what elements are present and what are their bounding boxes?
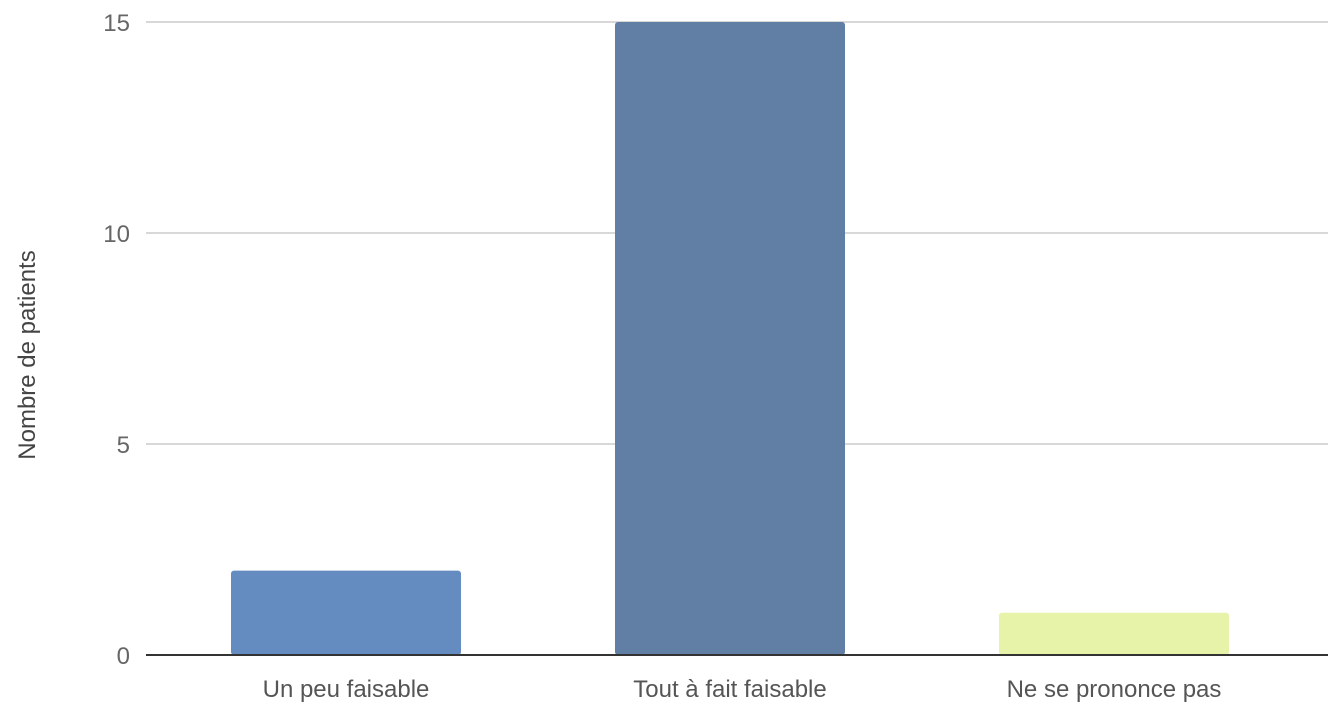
x-category-label-3: Ne se prononce pas bbox=[1007, 676, 1222, 703]
y-tick-label-0: 0 bbox=[117, 643, 130, 670]
bar-3 bbox=[999, 612, 1229, 655]
y-tick-label-5: 5 bbox=[117, 432, 130, 459]
x-category-label-1: Un peu faisable bbox=[263, 676, 430, 703]
y-tick-label-15: 15 bbox=[103, 10, 130, 37]
x-category-label-2: Tout à fait faisable bbox=[633, 676, 826, 703]
y-tick-label-10: 10 bbox=[103, 221, 130, 248]
y-axis-title: Nombre de patients bbox=[14, 250, 41, 459]
y-axis-ticks: 0 5 10 15 bbox=[103, 10, 130, 670]
x-axis-categories: Un peu faisable Tout à fait faisable Ne se… bbox=[263, 676, 1222, 703]
bars bbox=[231, 22, 1229, 655]
bar-1 bbox=[231, 570, 461, 655]
bar-2 bbox=[615, 22, 845, 655]
